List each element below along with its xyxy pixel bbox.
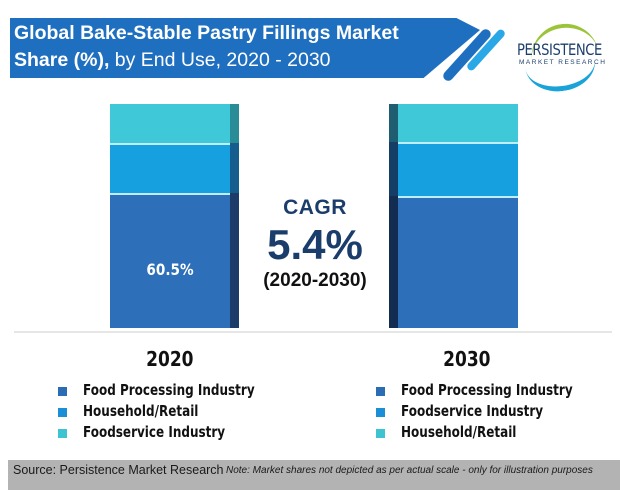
legend-label: Food Processing Industry <box>401 381 573 399</box>
note-text: Note: Market shares not depicted as per … <box>226 465 593 476</box>
cagr-label: CAGR <box>283 196 347 219</box>
title-banner <box>10 18 480 78</box>
bar-2020-value-label: 60.5% <box>146 260 194 279</box>
title-line-1: Global Bake-Stable Pastry Fillings Marke… <box>14 22 399 44</box>
legend-label: Foodservice Industry <box>401 402 544 420</box>
year-label-2020: 2020 <box>146 347 194 371</box>
legend-swatch <box>58 387 67 396</box>
bar-2020-foodservice <box>110 104 230 143</box>
bar-2030-household-retail <box>398 104 518 142</box>
legend-swatch <box>376 429 385 438</box>
footer-bar: Source: Persistence Market Research Note… <box>8 460 620 490</box>
title-line-2: Share (%), by End Use, 2020 - 2030 <box>14 47 454 74</box>
source-text: Source: Persistence Market Research <box>13 463 224 477</box>
cagr-value: 5.4% <box>267 221 363 268</box>
bar-2020-household-retail <box>110 143 230 193</box>
legend-label: Household/Retail <box>83 402 199 420</box>
legend-label: Food Processing Industry <box>83 381 255 399</box>
legend-swatch <box>58 408 67 417</box>
legend-label: Foodservice Industry <box>83 423 226 441</box>
bar-2030-side <box>389 104 398 328</box>
title-line-2-bold: Share (%), <box>14 49 110 71</box>
bar-2020-side <box>230 104 239 328</box>
logo-sub-text: MARKET RESEARCH <box>519 59 607 66</box>
legend-swatch <box>376 408 385 417</box>
persistence-logo: PERSISTENCE MARKET RESEARCH <box>507 19 619 96</box>
year-label-2030: 2030 <box>443 347 491 371</box>
legend-swatch <box>58 429 67 438</box>
bar-2020: 60.5% <box>110 104 239 328</box>
chart-title: Global Bake-Stable Pastry Fillings Marke… <box>14 20 454 74</box>
bar-2030 <box>389 104 518 328</box>
legend-swatch <box>376 387 385 396</box>
cagr-period: (2020-2030) <box>263 270 367 291</box>
logo-main-text: PERSISTENCE <box>517 40 602 59</box>
bar-2020-food-processing <box>110 193 230 328</box>
legend-label: Household/Retail <box>401 423 517 441</box>
cagr-callout: CAGR 5.4% (2020-2030) <box>240 196 390 292</box>
bar-2030-foodservice <box>398 142 518 196</box>
bar-2030-food-processing <box>398 196 518 328</box>
chart-floor-line <box>14 331 612 333</box>
title-line-2-light: by End Use, 2020 - 2030 <box>109 49 331 71</box>
